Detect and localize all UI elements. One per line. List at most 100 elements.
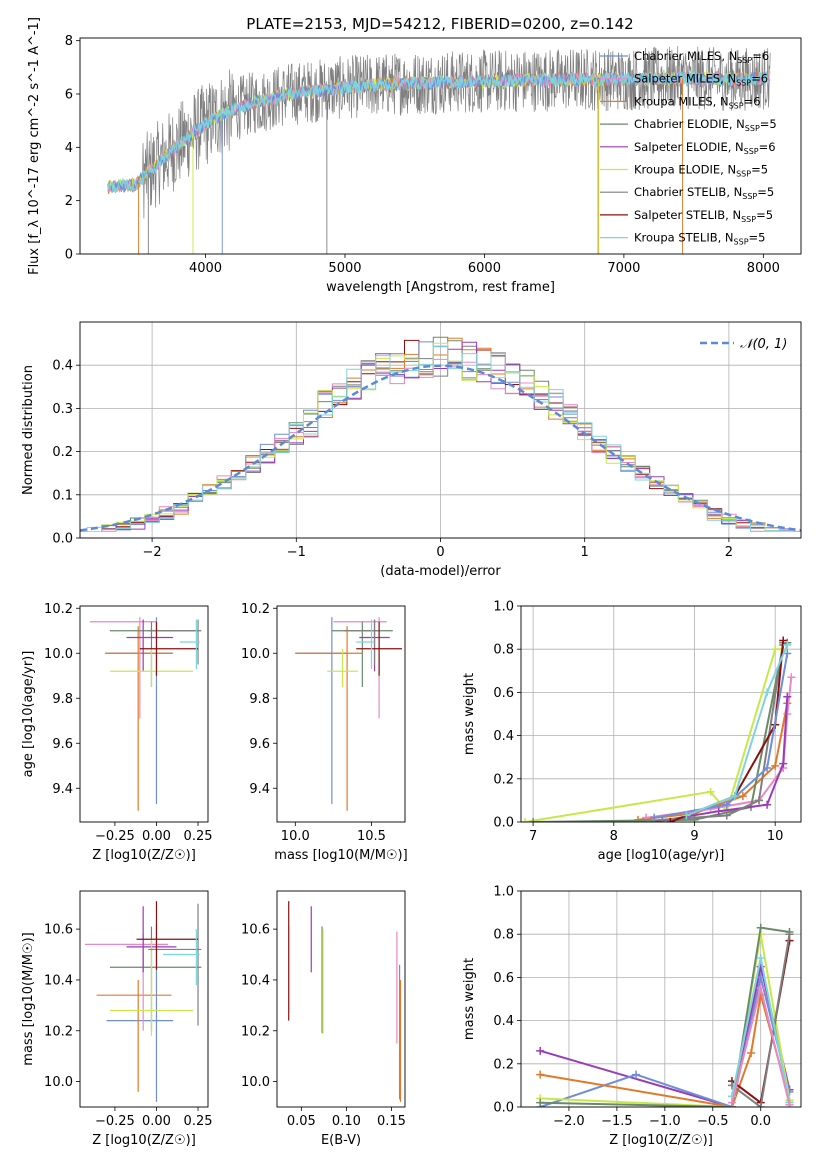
legend-n-sub: SSP: [734, 238, 749, 247]
series-line-gray: [662, 642, 785, 821]
y-tick-label: 9.4: [249, 782, 270, 797]
y-tick-label: 0.3: [52, 402, 73, 417]
legend-label: Kroupa MILES, NSSP=6: [634, 94, 761, 110]
series-marker-green: [536, 1098, 545, 1107]
x-tick-label: 1: [581, 545, 589, 560]
axes-frame: [79, 37, 802, 255]
y-tick-label: 10.0: [241, 1075, 270, 1090]
legend-label: Salpeter MILES, NSSP=6: [634, 72, 768, 88]
y-tick-label: 1.0: [493, 885, 514, 900]
series-line-blue: [653, 653, 789, 819]
y-axis-label: mass [log10(M/M☉)]: [21, 932, 36, 1065]
series-marker-orange: [747, 1049, 756, 1057]
x-tick-label: 5000: [328, 261, 361, 276]
legend-n-value: 5: [766, 208, 773, 222]
mass_vs_Z-errorbars: [84, 901, 202, 1102]
legend-n-value: 6: [762, 49, 769, 63]
y-tick-label: 10.4: [44, 973, 73, 988]
histogram-cyan: [80, 346, 801, 532]
legend-n-sub: SSP: [742, 192, 757, 201]
x-tick-label: −1.0: [649, 1114, 681, 1129]
legend-n-eq: =: [759, 140, 769, 154]
y-tick-label: 9.8: [249, 692, 270, 707]
legend-n-eq: =: [757, 185, 767, 199]
x-tick-label: 7: [529, 829, 537, 844]
axes-frame: [79, 890, 209, 1108]
x-tick-label: 0.25: [184, 829, 213, 844]
x-tick-label: 7000: [607, 261, 640, 276]
y-tick-label: 10.6: [44, 923, 73, 938]
legend-name: Salpeter MILES: [634, 72, 720, 86]
y-tick-label: 0.0: [493, 1101, 514, 1116]
x-tick-label: −1: [287, 545, 306, 560]
series-line-cyan: [686, 644, 789, 817]
y-tick-label: 10.2: [44, 602, 73, 617]
legend-n-sub: SSP: [737, 56, 752, 65]
legend-n-prefix: , N: [718, 231, 734, 245]
y-tick-label: 1.0: [493, 600, 514, 615]
x-tick-label: 10.5: [357, 829, 386, 844]
x-tick-label: 0.0: [750, 1114, 771, 1129]
x-tick-label: 0.00: [142, 1114, 171, 1129]
legend-n-eq: =: [760, 117, 770, 131]
legend-n-value: 5: [769, 117, 776, 131]
legend-n-prefix: , N: [728, 140, 744, 154]
axes-frame: [79, 605, 209, 823]
legend-label: Kroupa STELIB, NSSP=5: [634, 231, 766, 247]
age_vs_Z-axes: −0.25 0.00 0.25 9.4 9.6 9.8 10.0 10.2 Z [log10(Z…: [21, 602, 213, 863]
series-marker-purple: [779, 759, 788, 768]
legend-n-prefix: , N: [720, 163, 736, 177]
spectrum-axes: 4000 5000 6000 7000 8000 0 2 4 6 8 wavelength [Ang…: [27, 17, 802, 295]
x-tick-label: 0: [436, 545, 444, 560]
legend-n-eq: =: [751, 163, 761, 177]
y-tick-label: 0.4: [52, 359, 73, 374]
normal-curve: [80, 364, 801, 532]
y-tick-label: 0.6: [493, 686, 514, 701]
y-axis-label: Normed distribution: [21, 365, 36, 495]
series-marker-cyan: [682, 811, 691, 820]
x-axis-label: age [log10(age/yr)]: [598, 848, 725, 863]
series-marker-cyan: [763, 688, 772, 697]
y-tick-label: 9.6: [52, 737, 73, 752]
age_vs_Z-errorbars: [89, 617, 202, 811]
mass_vs_Z-axes: −0.25 0.00 0.25 10.0 10.2 10.4 10.6 Z [log10(Z/…: [21, 890, 213, 1148]
y-tick-label: 0.2: [493, 772, 514, 787]
series-marker-pink: [756, 984, 765, 993]
y-tick-label: 8: [65, 34, 73, 49]
x-tick-label: 0.10: [332, 1114, 361, 1129]
y-tick-label: 10.2: [241, 1024, 270, 1039]
y-tick-label: 10.2: [241, 602, 270, 617]
legend-n-eq: =: [752, 49, 762, 63]
x-tick-label: 2: [725, 545, 733, 560]
y-tick-label: 10.6: [241, 923, 270, 938]
x-tick-label: 8: [610, 829, 618, 844]
x-tick-label: −1.5: [601, 1114, 633, 1129]
y-axis-label: mass weight: [462, 958, 477, 1040]
x-tick-label: −0.25: [95, 1114, 135, 1129]
y-tick-label: 9.6: [249, 737, 270, 752]
legend-label: Chabrier ELODIE, NSSP=5: [634, 117, 777, 133]
legend-n-eq: =: [751, 72, 761, 86]
x-tick-label: −2.0: [553, 1114, 585, 1129]
series-marker-purple: [714, 807, 723, 816]
x-axis-label: Z [log10(Z/Z☉)]: [609, 1133, 713, 1148]
y-tick-label: 0.4: [493, 1014, 514, 1029]
x-axis-label: Z [log10(Z/Z☉)]: [92, 1133, 196, 1148]
y-tick-label: 10.0: [44, 1075, 73, 1090]
series-marker-darkred: [779, 636, 788, 645]
series-marker-yellowgreen: [521, 818, 530, 822]
legend-n-value: 6: [761, 72, 768, 86]
series-marker-gray: [755, 796, 764, 805]
legend-name: Salpeter ELODIE: [634, 140, 728, 154]
series-marker-darkred: [666, 818, 675, 822]
massweight_vs_Z-series: [536, 923, 794, 1107]
axes-frame: [520, 890, 802, 1108]
figure-title: PLATE=2153, MJD=54212, FIBERID=0200, z=0…: [246, 15, 633, 33]
mass_vs_EBV-errorbars: [288, 901, 402, 1102]
x-axis-label: wavelength [Angstrom, rest frame]: [326, 280, 555, 295]
axes-frame: [520, 605, 802, 823]
series-line-gray: [731, 934, 791, 1107]
x-axis-label: E(B-V): [321, 1133, 361, 1148]
y-axis-label: age [log10(age/yr)]: [21, 651, 36, 778]
